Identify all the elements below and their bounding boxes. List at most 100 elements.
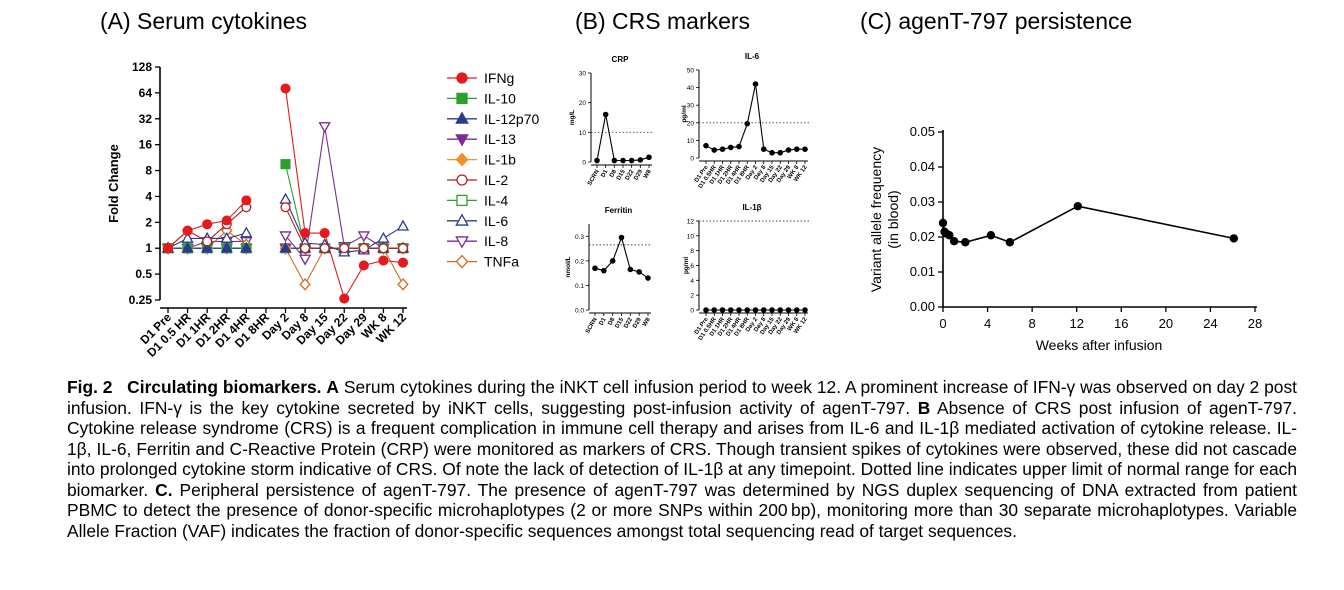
caption-part-c-label: C. — [155, 479, 173, 500]
a-point-IL-12p70 — [200, 241, 214, 253]
caption-heading: Circulating biomarkers. — [127, 377, 322, 397]
a-point-IL-2 — [339, 243, 350, 254]
b-ferritin-point — [627, 266, 634, 273]
a-point-IL-2 — [319, 243, 330, 254]
a-point-IFNg — [397, 257, 409, 268]
c-x-axis-label: Weeks after infusion — [1036, 337, 1163, 353]
legend-label-IL-10: IL-10 — [484, 90, 516, 106]
a-point-IFNg — [339, 293, 350, 304]
b-il1b-y-axis-label: pg/ml — [683, 257, 690, 275]
a-y-tick-label: 16 — [139, 138, 153, 152]
b-ferritin-point — [645, 275, 651, 281]
c-point — [945, 231, 954, 240]
b-crp-point — [637, 157, 644, 163]
b-ferritin-x-tick-label: D29 — [632, 316, 643, 329]
b-ferritin-x-tick-label: D15 — [615, 316, 626, 329]
b-il6-point — [711, 147, 718, 153]
legend-marker-IL-13 — [455, 134, 469, 147]
legend-label-IL-6: IL-6 — [484, 213, 508, 229]
a-point-IL-6 — [220, 231, 233, 243]
b-il1b-y-tick-label: 2 — [690, 293, 694, 300]
b-il6-point — [769, 149, 775, 156]
c-x-tick-label: 12 — [1069, 316, 1083, 331]
a-point-IL-12p70 — [220, 241, 233, 253]
c-point — [1073, 202, 1083, 211]
b-il1b-point — [719, 307, 726, 313]
a-point-IL-2 — [358, 243, 369, 254]
b-il1b-y-tick-label: 0 — [690, 308, 694, 315]
c-y-tick-label: 0.03 — [910, 194, 935, 209]
a-y-tick-label: 4 — [145, 189, 152, 203]
b-il1b-point — [727, 307, 734, 313]
legend-label-IFNg: IFNg — [484, 70, 514, 86]
a-point-IL-2 — [378, 243, 389, 254]
b-il6-y-tick-label: 10 — [687, 138, 695, 145]
b-ferritin-point — [609, 258, 616, 264]
caption-part-a: Serum cytokines during the iNKT cell inf… — [67, 377, 1297, 418]
b-ferritin-y-tick-label: 0.3 — [575, 234, 584, 241]
b-crp-point — [620, 157, 626, 164]
c-x-tick-label: 16 — [1114, 316, 1128, 331]
panel-b-title: (B) CRS markers — [575, 8, 751, 34]
a-point-IL-6 — [279, 192, 292, 204]
b-il1b-point — [711, 307, 718, 313]
b-crp-y-tick-label: 0 — [582, 160, 586, 167]
b-il1b-point — [744, 307, 751, 313]
a-point-IL-8 — [357, 231, 371, 243]
a-point-IL-12p70 — [240, 241, 253, 253]
a-y-tick-label: 64 — [139, 86, 153, 100]
b-crp-point — [611, 157, 618, 164]
a-point-IL-12p70 — [181, 241, 194, 253]
legend-label-IL-2: IL-2 — [484, 172, 508, 188]
figure-caption: Fig. 2 Circulating biomarkers. A Serum c… — [67, 377, 1297, 541]
a-point-IL-2 — [280, 202, 291, 213]
b-il6-point — [777, 149, 784, 156]
legend-marker-IL-2 — [456, 174, 468, 186]
b-il1b-y-tick-label: 10 — [687, 233, 695, 240]
legend-label-TNFa: TNFa — [484, 254, 519, 270]
b-ferritin-x-tick-label: D22 — [623, 316, 634, 329]
a-point-IL-12p70 — [279, 241, 292, 253]
b-crp-x-tick-label: D15 — [616, 168, 627, 181]
b-il1b-title: IL-1β — [742, 203, 761, 212]
b-il6-y-tick-label: 30 — [687, 103, 695, 110]
a-point-IL-8 — [279, 231, 292, 243]
b-crp-x-tick-label: SCRN — [587, 169, 601, 187]
a-point-IFNg — [162, 243, 174, 254]
a-point-IFNg — [300, 228, 311, 239]
b-crp-y-tick-label: 30 — [579, 71, 587, 78]
a-point-IFNg — [378, 255, 389, 266]
b-il6-point — [793, 146, 800, 152]
c-x-tick-label: 20 — [1159, 316, 1173, 331]
b-il6-point — [719, 146, 726, 152]
b-il6-point — [744, 120, 751, 127]
panel-a-title: (A) Serum cytokines — [100, 8, 308, 34]
b-crp-x-tick-label: D29 — [633, 168, 644, 181]
a-y-tick-label: 2 — [145, 215, 152, 229]
a-point-IFNg — [202, 219, 213, 230]
legend-marker-IL-12p70 — [455, 111, 469, 124]
b-crp-point — [646, 154, 652, 161]
b-il6-point — [752, 81, 759, 87]
c-point — [949, 237, 959, 246]
a-point-TNFa — [397, 278, 409, 291]
b-ferritin-y-tick-label: 0.2 — [575, 258, 584, 265]
b-crp-x-tick-label: D22 — [625, 168, 636, 181]
caption-part-a-label: A — [326, 377, 339, 397]
a-point-IL-2 — [202, 236, 213, 247]
a-point-IFNg — [221, 215, 232, 226]
a-y-tick-label: 1 — [145, 241, 152, 255]
a-point-IFNg — [319, 228, 330, 239]
a-point-IL-2 — [397, 243, 409, 254]
c-x-tick-label: 28 — [1248, 316, 1262, 331]
b-ferritin-point — [618, 234, 625, 241]
c-point — [986, 231, 996, 240]
panel-c-title: (C) agenT-797 persistence — [860, 8, 1133, 34]
b-il1b-point — [793, 307, 800, 313]
b-ferritin-y-tick-label: 0.1 — [575, 283, 584, 290]
b-ferritin-y-axis-label: nmol/L — [565, 256, 572, 277]
c-point — [961, 238, 970, 247]
b-crp-y-tick-label: 10 — [579, 130, 587, 137]
b-il6-y-axis-label: pg/ml — [681, 105, 688, 123]
